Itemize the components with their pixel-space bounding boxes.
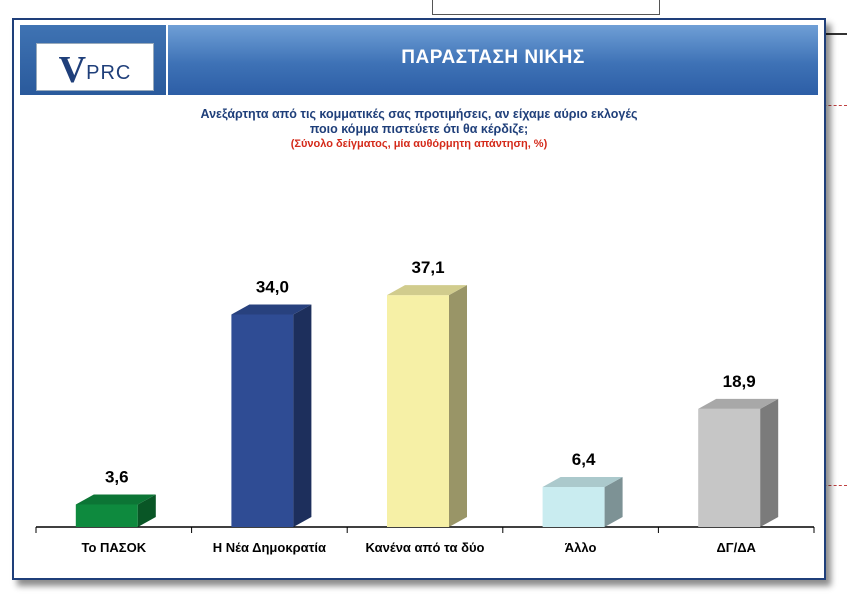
question-text: Ανεξάρτητα από τις κομματικές σας προτιμ… [14, 107, 824, 137]
dashed-guide-bottom [818, 485, 847, 486]
bar-top [231, 304, 312, 315]
slide-title: ΠΑΡΑΣΤΑΣΗ ΝΙΚΗΣ [401, 47, 585, 68]
bar [231, 304, 312, 527]
header-bar: ΠΑΡΑΣΤΑΣΗ ΝΙΚΗΣ [168, 25, 818, 95]
bar-value-label: 37,1 [411, 258, 444, 277]
bar [387, 285, 467, 527]
bar [698, 398, 779, 527]
bar-value-label: 18,9 [723, 372, 756, 391]
bar-front [75, 504, 138, 527]
bar-side [760, 398, 779, 527]
sample-note: (Σύνολο δείγματος, μία αυθόρμητη απάντησ… [290, 138, 548, 150]
bar-top [387, 285, 467, 296]
bar-front [698, 408, 761, 527]
bar-top [698, 398, 779, 409]
bar-side [137, 494, 156, 527]
bar-side [449, 285, 467, 527]
vprc-logo: V PRC [36, 43, 154, 91]
question-line-1: Ανεξάρτητα από τις κομματικές σας προτιμ… [200, 107, 638, 121]
logo-panel: V PRC [20, 25, 166, 95]
dashed-guide-top [818, 105, 847, 106]
bar-side [604, 477, 623, 527]
question-line-2: ποιο κόμμα πιστεύετε ότι θα κέρδιζε; [309, 122, 529, 136]
bar-value-label: 6,4 [572, 450, 596, 469]
x-tick-label: Το ΠΑΣΟΚ [81, 540, 146, 555]
bar [542, 477, 623, 527]
x-tick-label: Άλλο [565, 540, 597, 555]
bar [75, 494, 156, 527]
bar-chart: 3,6 Το ΠΑΣΟΚ 34,0 Η Νέα Δημοκρατία 37,1 Κανέν… [35, 258, 815, 555]
background-frame [432, 0, 660, 15]
x-tick-label: ΔΓ/ΔΑ [716, 540, 756, 555]
x-tick-label: Η Νέα Δημοκρατία [213, 540, 326, 555]
bar-side [293, 304, 312, 527]
bar-top [542, 477, 623, 487]
bar-value-label: 34,0 [256, 278, 289, 297]
background-line [820, 33, 847, 35]
logo-letter-v: V [58, 49, 87, 91]
logo-text: PRC [86, 62, 132, 84]
slide: V PRC ΠΑΡΑΣΤΑΣΗ ΝΙΚΗΣ Ανεξάρτητα από τις … [12, 18, 826, 580]
bar-front [231, 314, 294, 527]
bar-value-label: 3,6 [105, 468, 129, 487]
x-tick-label: Κανένα από τα δύο [366, 540, 485, 555]
bar-front [542, 487, 605, 527]
bar-top [75, 494, 156, 505]
bar-front [387, 295, 449, 527]
